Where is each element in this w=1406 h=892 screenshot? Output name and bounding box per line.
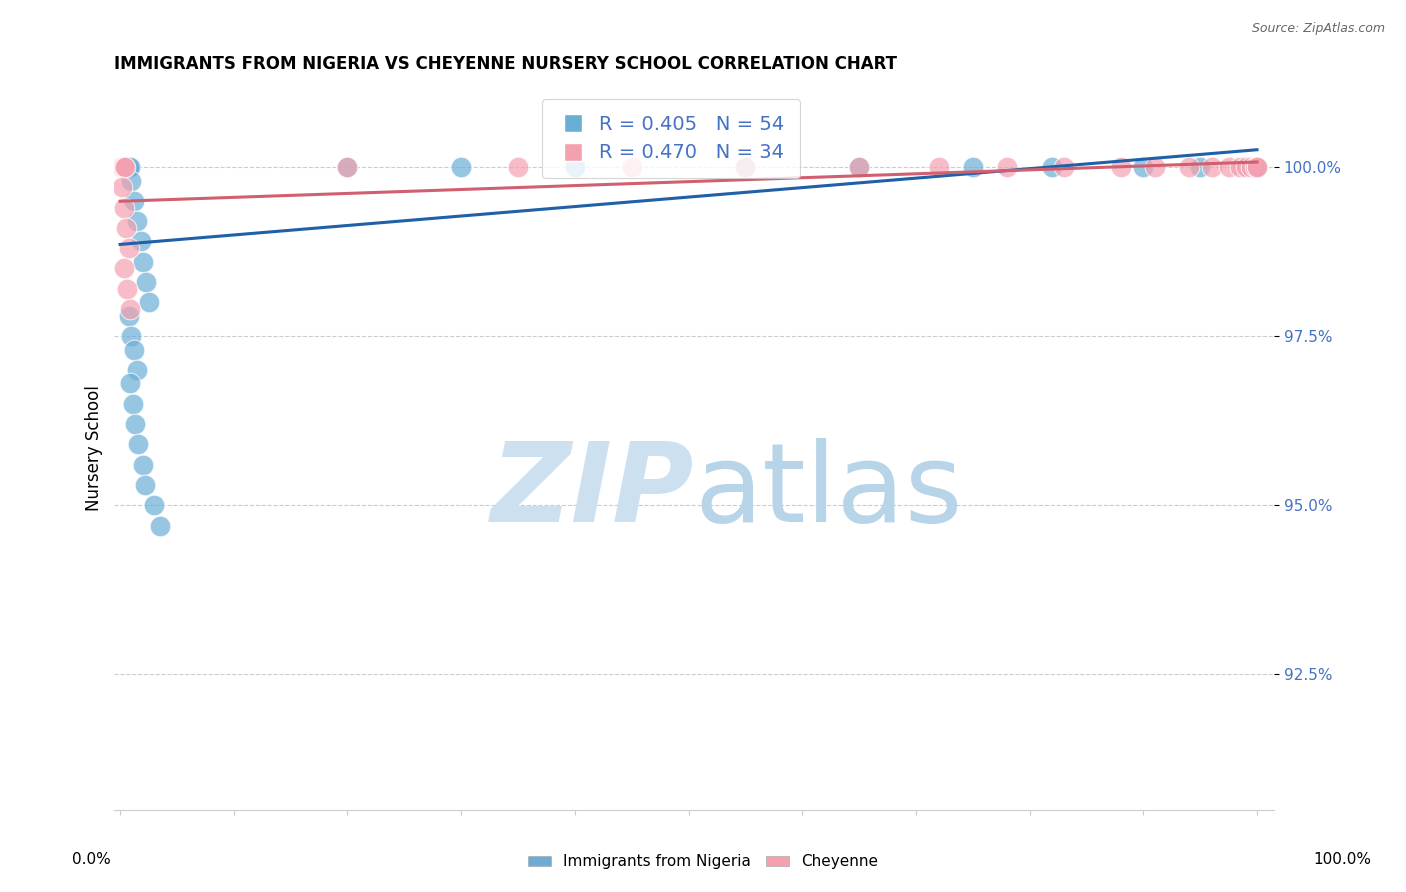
Point bbox=[1053, 160, 1076, 174]
Point bbox=[127, 437, 149, 451]
Point bbox=[112, 160, 135, 174]
Point bbox=[110, 160, 132, 174]
Point bbox=[135, 275, 157, 289]
Point bbox=[115, 160, 138, 174]
Point bbox=[1109, 160, 1132, 174]
Point bbox=[114, 160, 136, 174]
Legend: Immigrants from Nigeria, Cheyenne: Immigrants from Nigeria, Cheyenne bbox=[522, 848, 884, 875]
Point bbox=[1218, 160, 1240, 174]
Point bbox=[124, 417, 146, 431]
Point bbox=[122, 194, 145, 208]
Point bbox=[110, 160, 132, 174]
Point bbox=[143, 498, 166, 512]
Point bbox=[112, 261, 135, 276]
Text: atlas: atlas bbox=[695, 438, 963, 545]
Text: Source: ZipAtlas.com: Source: ZipAtlas.com bbox=[1251, 22, 1385, 36]
Point bbox=[129, 235, 152, 249]
Point bbox=[111, 160, 134, 174]
Point bbox=[118, 241, 141, 255]
Point bbox=[117, 160, 139, 174]
Point bbox=[620, 160, 643, 174]
Point bbox=[115, 282, 138, 296]
Point bbox=[995, 160, 1018, 174]
Point bbox=[138, 295, 160, 310]
Point bbox=[132, 254, 155, 268]
Point bbox=[734, 160, 756, 174]
Point bbox=[111, 160, 134, 174]
Point bbox=[450, 160, 472, 174]
Point bbox=[928, 160, 950, 174]
Point bbox=[118, 160, 141, 174]
Point bbox=[111, 160, 134, 174]
Point bbox=[110, 160, 132, 174]
Point bbox=[112, 160, 135, 174]
Point bbox=[118, 309, 141, 323]
Point bbox=[1143, 160, 1166, 174]
Point bbox=[110, 160, 132, 174]
Text: IMMIGRANTS FROM NIGERIA VS CHEYENNE NURSERY SCHOOL CORRELATION CHART: IMMIGRANTS FROM NIGERIA VS CHEYENNE NURS… bbox=[114, 55, 897, 73]
Point bbox=[1240, 160, 1263, 174]
Point bbox=[134, 478, 156, 492]
Point bbox=[121, 329, 143, 343]
Text: 100.0%: 100.0% bbox=[1313, 852, 1372, 867]
Text: 0.0%: 0.0% bbox=[72, 852, 111, 867]
Point bbox=[117, 160, 139, 174]
Point bbox=[132, 458, 155, 472]
Point bbox=[120, 301, 142, 316]
Point bbox=[564, 160, 586, 174]
Point bbox=[1189, 160, 1212, 174]
Point bbox=[112, 160, 135, 174]
Point bbox=[111, 160, 134, 174]
Point bbox=[114, 160, 136, 174]
Point bbox=[120, 376, 142, 391]
Point bbox=[112, 160, 135, 174]
Y-axis label: Nursery School: Nursery School bbox=[86, 384, 103, 511]
Point bbox=[962, 160, 984, 174]
Point bbox=[1229, 160, 1251, 174]
Point bbox=[111, 160, 134, 174]
Point bbox=[848, 160, 870, 174]
Point bbox=[114, 220, 136, 235]
Point bbox=[114, 160, 136, 174]
Point bbox=[1246, 160, 1268, 174]
Point bbox=[336, 160, 359, 174]
Point bbox=[121, 397, 143, 411]
Point bbox=[1246, 160, 1268, 174]
Text: ZIP: ZIP bbox=[491, 438, 695, 545]
Point bbox=[1234, 160, 1257, 174]
Point bbox=[111, 180, 134, 194]
Point bbox=[114, 160, 136, 174]
Point bbox=[734, 160, 756, 174]
Point bbox=[336, 160, 359, 174]
Point bbox=[1243, 160, 1265, 174]
Legend: R = 0.405   N = 54, R = 0.470   N = 34: R = 0.405 N = 54, R = 0.470 N = 34 bbox=[543, 99, 800, 178]
Point bbox=[506, 160, 529, 174]
Point bbox=[110, 160, 132, 174]
Point bbox=[111, 160, 134, 174]
Point bbox=[120, 160, 142, 174]
Point bbox=[1132, 160, 1154, 174]
Point bbox=[848, 160, 870, 174]
Point bbox=[111, 160, 134, 174]
Point bbox=[110, 160, 132, 174]
Point bbox=[112, 160, 135, 174]
Point bbox=[112, 160, 135, 174]
Point bbox=[112, 160, 135, 174]
Point bbox=[121, 173, 143, 187]
Point bbox=[1040, 160, 1063, 174]
Point bbox=[149, 518, 172, 533]
Point bbox=[114, 160, 136, 174]
Point bbox=[115, 160, 138, 174]
Point bbox=[112, 201, 135, 215]
Point bbox=[122, 343, 145, 357]
Point bbox=[1201, 160, 1223, 174]
Point bbox=[1178, 160, 1201, 174]
Point bbox=[127, 363, 149, 377]
Point bbox=[1246, 160, 1268, 174]
Point bbox=[114, 160, 136, 174]
Point bbox=[127, 214, 149, 228]
Point bbox=[111, 160, 134, 174]
